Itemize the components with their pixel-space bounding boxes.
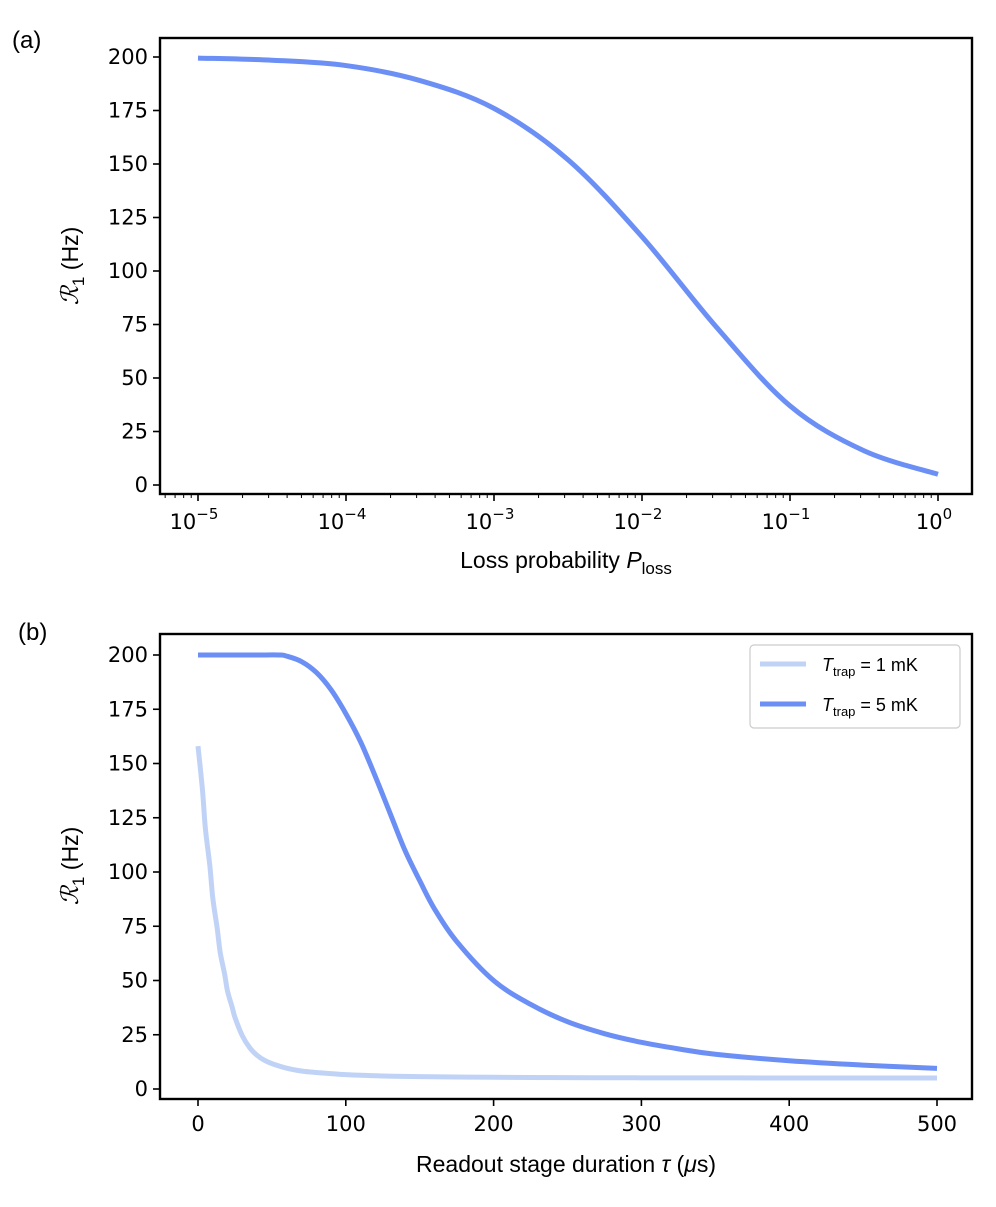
b-ytick-label: 50	[121, 969, 148, 993]
b-ytick-label: 100	[108, 860, 148, 884]
a-ytick-label: 200	[108, 45, 148, 69]
b-xtick-label: 500	[917, 1112, 957, 1136]
b-ytick-label: 125	[108, 806, 148, 830]
a-xtick-label: 10−5	[170, 505, 219, 534]
a-ytick-label: 100	[108, 259, 148, 283]
b-ytick-label: 175	[108, 697, 148, 721]
a-ytick-label: 150	[108, 152, 148, 176]
b-xtick-label: 100	[326, 1112, 366, 1136]
panel-a-ylabel-sub: 1	[69, 277, 88, 286]
svg-text:ℛ1 (Hz): ℛ1 (Hz)	[56, 227, 88, 305]
legend-label-5mk: Ttrap = 5 mK	[822, 695, 918, 719]
a-ytick-label: 175	[108, 99, 148, 123]
panel-b-ylabel: ℛ1 (Hz)	[56, 827, 88, 905]
legend-label-1mk: Ttrap = 1 mK	[822, 655, 918, 679]
a-xtick-label: 10−3	[466, 505, 515, 534]
a-xtick-label: 10−1	[762, 505, 811, 534]
panel-a-xlabel: Loss probability Ploss	[460, 547, 672, 578]
b-xtick-label: 300	[621, 1112, 661, 1136]
panel-a-ticks: 0 25 50 75 100 125 150 175 200 10−5 10−4 10−3 10−2 10…	[108, 45, 952, 534]
a-xtick-label: 100	[916, 505, 952, 534]
b-series-line-1	[198, 652, 938, 1071]
a-ytick-label: 25	[121, 420, 148, 444]
panel-a-label: (a)	[12, 27, 41, 54]
panel-b-axes-frame	[158, 632, 974, 1101]
b-series-line-0	[195, 745, 938, 1081]
panel-b-ylabel-var: ℛ	[56, 884, 84, 905]
panel-b: (b) 0 25 50 75 100 125 150 175 200 0 100 200 300 400 5…	[18, 619, 974, 1177]
a-xtick-label: 10−4	[318, 505, 367, 534]
panel-b-legend: Ttrap = 1 mK Ttrap = 5 mK	[749, 644, 961, 729]
b-ytick-label: 0	[135, 1077, 148, 1101]
b-ytick-label: 25	[121, 1023, 148, 1047]
panel-b-ticks: 0 25 50 75 100 125 150 175 200 0 100 200 300 400 500	[108, 643, 957, 1136]
b-xtick-label: 400	[769, 1112, 809, 1136]
svg-text:ℛ1 (Hz): ℛ1 (Hz)	[56, 827, 88, 905]
panel-b-series	[195, 652, 938, 1081]
a-ytick-label: 75	[121, 313, 148, 337]
panel-a-series	[197, 55, 939, 477]
panel-a-ylabel-unit: (Hz)	[57, 227, 83, 270]
panel-a-xlabel-var: P	[626, 547, 642, 573]
panel-b-xlabel-mu: μ	[683, 1151, 697, 1177]
a-ytick-label: 0	[135, 473, 148, 497]
a-ytick-label: 125	[108, 206, 148, 230]
panel-b-ylabel-unit: (Hz)	[57, 827, 83, 870]
panel-a-ylabel: ℛ1 (Hz)	[56, 227, 88, 305]
a-series-line-0	[197, 55, 939, 477]
b-ytick-label: 75	[121, 914, 148, 938]
panel-b-xlabel-var: τ	[662, 1151, 672, 1177]
b-ytick-label: 150	[108, 752, 148, 776]
b-xtick-label: 200	[474, 1112, 514, 1136]
panel-a-xlabel-sub: loss	[642, 559, 672, 578]
panel-a-axes-frame	[158, 36, 974, 496]
panel-b-label: (b)	[18, 619, 47, 646]
panel-b-ylabel-sub: 1	[69, 877, 88, 886]
a-xtick-label: 10−2	[614, 505, 663, 534]
a-ytick-label: 50	[121, 366, 148, 390]
b-xtick-label: 0	[191, 1112, 204, 1136]
panel-a-ylabel-var: ℛ	[56, 284, 84, 305]
panel-b-xlabel: Readout stage duration τ (μs)	[416, 1151, 716, 1177]
b-ytick-label: 200	[108, 643, 148, 667]
